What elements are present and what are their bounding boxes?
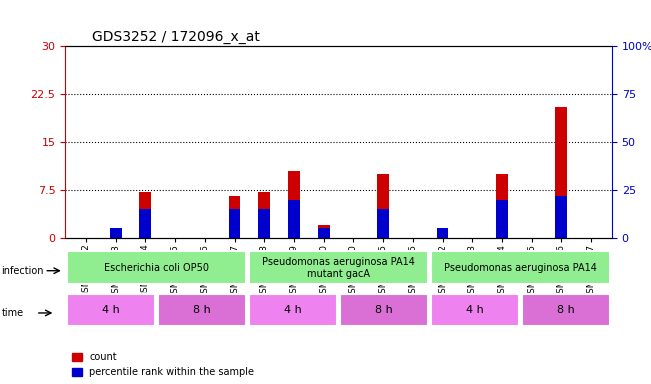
Bar	[437, 228, 449, 238]
Text: 4 h: 4 h	[466, 305, 484, 315]
Bar	[288, 200, 300, 238]
Bar	[377, 174, 389, 238]
Text: 8 h: 8 h	[375, 305, 393, 315]
Bar	[229, 209, 240, 238]
FancyBboxPatch shape	[340, 294, 428, 326]
Bar	[318, 228, 329, 238]
FancyBboxPatch shape	[431, 294, 519, 326]
Text: infection: infection	[1, 266, 44, 276]
Text: 8 h: 8 h	[193, 305, 211, 315]
Bar	[229, 197, 240, 238]
FancyBboxPatch shape	[249, 294, 337, 326]
Bar	[555, 107, 568, 238]
Bar	[109, 228, 122, 238]
Text: time: time	[1, 308, 23, 318]
FancyBboxPatch shape	[249, 252, 428, 284]
Bar	[139, 192, 151, 238]
Text: 8 h: 8 h	[557, 305, 575, 315]
Bar	[139, 209, 151, 238]
Bar	[258, 192, 270, 238]
Text: GDS3252 / 172096_x_at: GDS3252 / 172096_x_at	[92, 30, 260, 44]
Bar	[109, 235, 122, 238]
Bar	[555, 196, 568, 238]
Text: Pseudomonas aeruginosa PA14: Pseudomonas aeruginosa PA14	[445, 263, 597, 273]
FancyBboxPatch shape	[158, 294, 246, 326]
Bar	[258, 209, 270, 238]
Bar	[437, 228, 449, 238]
Bar	[496, 174, 508, 238]
Bar	[288, 171, 300, 238]
Legend: count, percentile rank within the sample: count, percentile rank within the sample	[70, 350, 256, 379]
Text: Escherichia coli OP50: Escherichia coli OP50	[104, 263, 209, 273]
Bar	[496, 200, 508, 238]
Bar	[377, 209, 389, 238]
FancyBboxPatch shape	[66, 294, 155, 326]
Text: 4 h: 4 h	[102, 305, 120, 315]
FancyBboxPatch shape	[431, 252, 611, 284]
FancyBboxPatch shape	[66, 252, 246, 284]
Text: Pseudomonas aeruginosa PA14
mutant gacA: Pseudomonas aeruginosa PA14 mutant gacA	[262, 257, 415, 279]
FancyBboxPatch shape	[522, 294, 611, 326]
Bar	[318, 225, 329, 238]
Text: 4 h: 4 h	[284, 305, 302, 315]
